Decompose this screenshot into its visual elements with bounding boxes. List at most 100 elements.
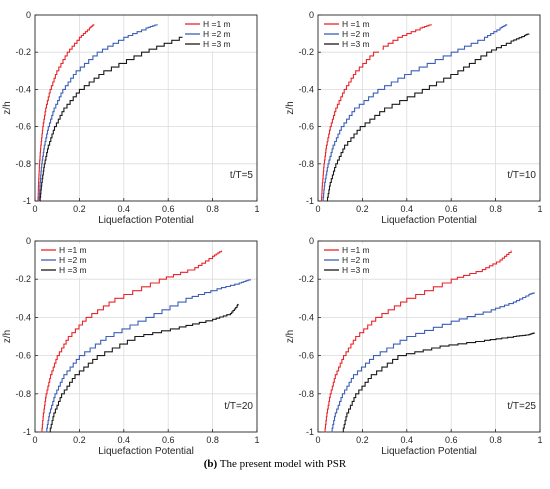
series-line-3 <box>342 332 536 433</box>
y-tick-label: 0 <box>309 10 314 20</box>
y-tick-label: 0 <box>26 236 31 246</box>
x-tick-label: 0.6 <box>445 435 458 445</box>
series-line-3 <box>39 24 206 202</box>
series-line-2 <box>38 24 158 202</box>
x-axis-label: Liquefaction Potential <box>98 446 194 457</box>
x-tick-label: 0 <box>315 204 320 214</box>
x-tick-label: 0.8 <box>489 204 502 214</box>
y-axis-label: z/h <box>285 101 296 114</box>
y-tick-label: -0.6 <box>15 122 31 132</box>
legend-entry: H =1 m <box>342 19 370 29</box>
legend-entry: H =1 m <box>59 245 87 255</box>
series-line-1 <box>37 24 95 202</box>
legend-entry: H =3 m <box>203 39 231 49</box>
x-tick-label: 0 <box>315 435 320 445</box>
series-line-2 <box>46 279 251 433</box>
legend-entry: H =2 m <box>342 29 370 39</box>
series-line-2 <box>322 24 508 202</box>
y-axis-label: z/h <box>2 330 13 343</box>
chart-panel-4: 0 0.2 0.4 0.6 0.8 1 -1 -0.8 -0.6 -0.4 -0.2 0 Liquefa… <box>285 236 543 457</box>
series-line-1 <box>324 250 512 433</box>
panel-annotation: t/T=5 <box>230 170 254 181</box>
panel-annotation: t/T=25 <box>507 401 536 412</box>
series-line-3 <box>326 33 530 202</box>
y-tick-label: 0 <box>26 10 31 20</box>
panel-annotation: t/T=20 <box>224 401 253 412</box>
y-tick-label: -1 <box>306 196 314 206</box>
x-tick-label: 0.6 <box>162 435 175 445</box>
x-tick-label: 0.8 <box>489 435 502 445</box>
y-tick-label: -0.8 <box>298 389 314 399</box>
x-tick-label: 0.4 <box>118 204 131 214</box>
chart-panel-1: 0 0.2 0.4 0.6 0.8 1 -1 -0.8 -0.6 -0.4 -0.2 0 Liquefa… <box>2 10 260 226</box>
y-axis-label: z/h <box>285 330 296 343</box>
y-tick-label: -0.8 <box>15 389 31 399</box>
x-tick-label: 0.4 <box>401 435 414 445</box>
panel-annotation: t/T=10 <box>507 170 536 181</box>
legend-entry: H =2 m <box>342 255 370 265</box>
x-tick-label: 0.8 <box>206 204 219 214</box>
y-tick-label: -0.2 <box>298 274 314 284</box>
y-tick-label: -1 <box>23 427 31 437</box>
x-axis-label: Liquefaction Potential <box>381 446 477 457</box>
plot-frame <box>317 240 541 433</box>
x-tick-label: 0.2 <box>356 435 369 445</box>
legend: H =1 mH =2 mH =3 m <box>321 243 383 278</box>
legend-entry: H =2 m <box>203 29 231 39</box>
y-tick-label: -0.6 <box>15 351 31 361</box>
x-tick-label: 1 <box>254 435 259 445</box>
figure-caption: (b) The present model with PSR <box>0 458 550 470</box>
x-tick-label: 0 <box>32 435 37 445</box>
y-tick-label: -0.4 <box>15 312 31 322</box>
plot-frame <box>34 240 258 433</box>
series-line-1 <box>41 250 223 433</box>
y-tick-label: -0.2 <box>15 47 31 57</box>
x-axis-label: Liquefaction Potential <box>381 215 477 226</box>
x-tick-label: 1 <box>537 204 542 214</box>
x-tick-label: 1 <box>254 204 259 214</box>
series-line-2 <box>331 292 536 433</box>
y-tick-label: -0.6 <box>298 122 314 132</box>
y-tick-label: -1 <box>23 196 31 206</box>
x-tick-label: 0.6 <box>162 204 175 214</box>
x-tick-label: 0.4 <box>401 204 414 214</box>
y-axis-label: z/h <box>2 101 13 114</box>
x-tick-label: 0.8 <box>206 435 219 445</box>
y-tick-label: -0.4 <box>298 84 314 94</box>
legend: H =1 mH =2 mH =3 m <box>321 17 383 52</box>
legend-entry: H =3 m <box>59 265 87 275</box>
y-tick-label: -0.6 <box>298 351 314 361</box>
legend-entry: H =3 m <box>342 39 370 49</box>
x-tick-label: 0.2 <box>356 204 369 214</box>
x-tick-label: 0.2 <box>73 435 86 445</box>
y-tick-label: -0.2 <box>298 47 314 57</box>
y-tick-label: -0.2 <box>15 274 31 284</box>
y-tick-label: -0.4 <box>15 84 31 94</box>
x-tick-label: 0.4 <box>118 435 131 445</box>
x-tick-label: 0.6 <box>445 204 458 214</box>
series-line-3 <box>49 303 239 433</box>
chart-panel-3: 0 0.2 0.4 0.6 0.8 1 -1 -0.8 -0.6 -0.4 -0.2 0 Liquefa… <box>2 236 260 457</box>
legend-entry: H =2 m <box>59 255 87 265</box>
y-tick-label: -0.8 <box>298 159 314 169</box>
legend: H =1 mH =2 mH =3 m <box>38 243 100 278</box>
plot-frame <box>317 14 541 202</box>
plot-frame <box>34 14 258 202</box>
y-tick-label: 0 <box>309 236 314 246</box>
y-tick-label: -1 <box>306 427 314 437</box>
x-axis-label: Liquefaction Potential <box>98 215 194 226</box>
y-tick-label: -0.4 <box>298 312 314 322</box>
y-tick-label: -0.8 <box>15 159 31 169</box>
caption-label: (b) <box>203 458 218 470</box>
x-tick-label: 0 <box>32 204 37 214</box>
caption-text: The present model with PSR <box>217 458 347 470</box>
legend-entry: H =1 m <box>342 245 370 255</box>
chart-panel-2: 0 0.2 0.4 0.6 0.8 1 -1 -0.8 -0.6 -0.4 -0.2 0 Liquefa… <box>285 10 543 226</box>
legend-entry: H =1 m <box>203 19 231 29</box>
x-tick-label: 0.2 <box>73 204 86 214</box>
legend-entry: H =3 m <box>342 265 370 275</box>
series-line-1 <box>321 24 432 202</box>
x-tick-label: 1 <box>537 435 542 445</box>
legend: H =1 mH =2 mH =3 m <box>182 17 244 52</box>
